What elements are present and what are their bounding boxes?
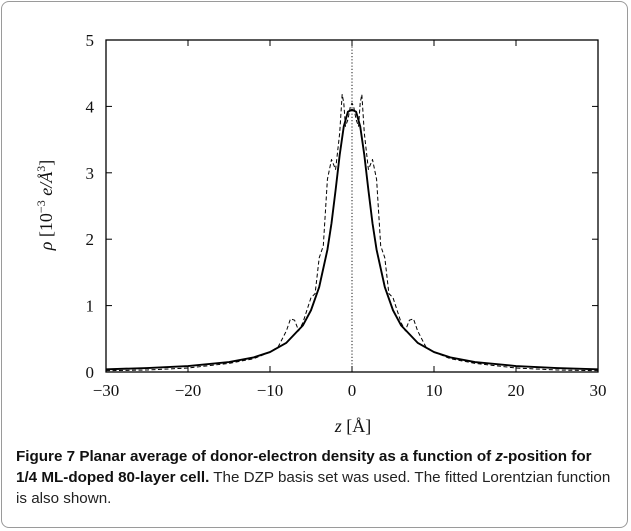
figure-caption: Figure 7 Planar average of donor-electro… [16,446,616,509]
x-tick-label: 20 [508,381,525,400]
axis-ticks: −30 −20 −10 0 10 20 30 0 1 2 3 4 5 [86,31,607,400]
x-tick-label: −30 [93,381,120,400]
y-tick-label: 4 [86,97,95,116]
x-axis-label: z [Å] [334,416,372,436]
chart-marks [105,40,599,372]
y-tick-label: 0 [86,363,95,382]
caption-title-part2: -position for 1/4 ML-doped 80-layer cell… [16,448,592,486]
x-tick-label: 0 [348,381,357,400]
x-tick-label: 10 [426,381,443,400]
x-tick-label: 30 [590,381,607,400]
caption-heading: Figure 7 Planar average of donor-electro… [16,448,592,486]
caption-title-part1: Planar average of donor-electron density… [79,448,496,465]
figure-label: Figure 7 [16,448,76,465]
y-tick-label: 5 [86,31,95,50]
series-dashed-line [105,93,599,372]
x-tick-label: −20 [175,381,202,400]
chart: −30 −20 −10 0 10 20 30 0 1 2 3 4 5 z [Å] ρ [10−3 e/Å… [34,31,607,436]
caption-body: The DZP basis set was used. The fitted L… [16,469,611,507]
y-tick-label: 2 [86,230,95,249]
x-tick-label: −10 [257,381,284,400]
y-tick-label: 3 [86,164,95,183]
y-axis-label: ρ [10−3 e/Å3] [34,160,56,251]
y-tick-label: 1 [86,297,95,316]
caption-title-italic: z [495,448,503,465]
